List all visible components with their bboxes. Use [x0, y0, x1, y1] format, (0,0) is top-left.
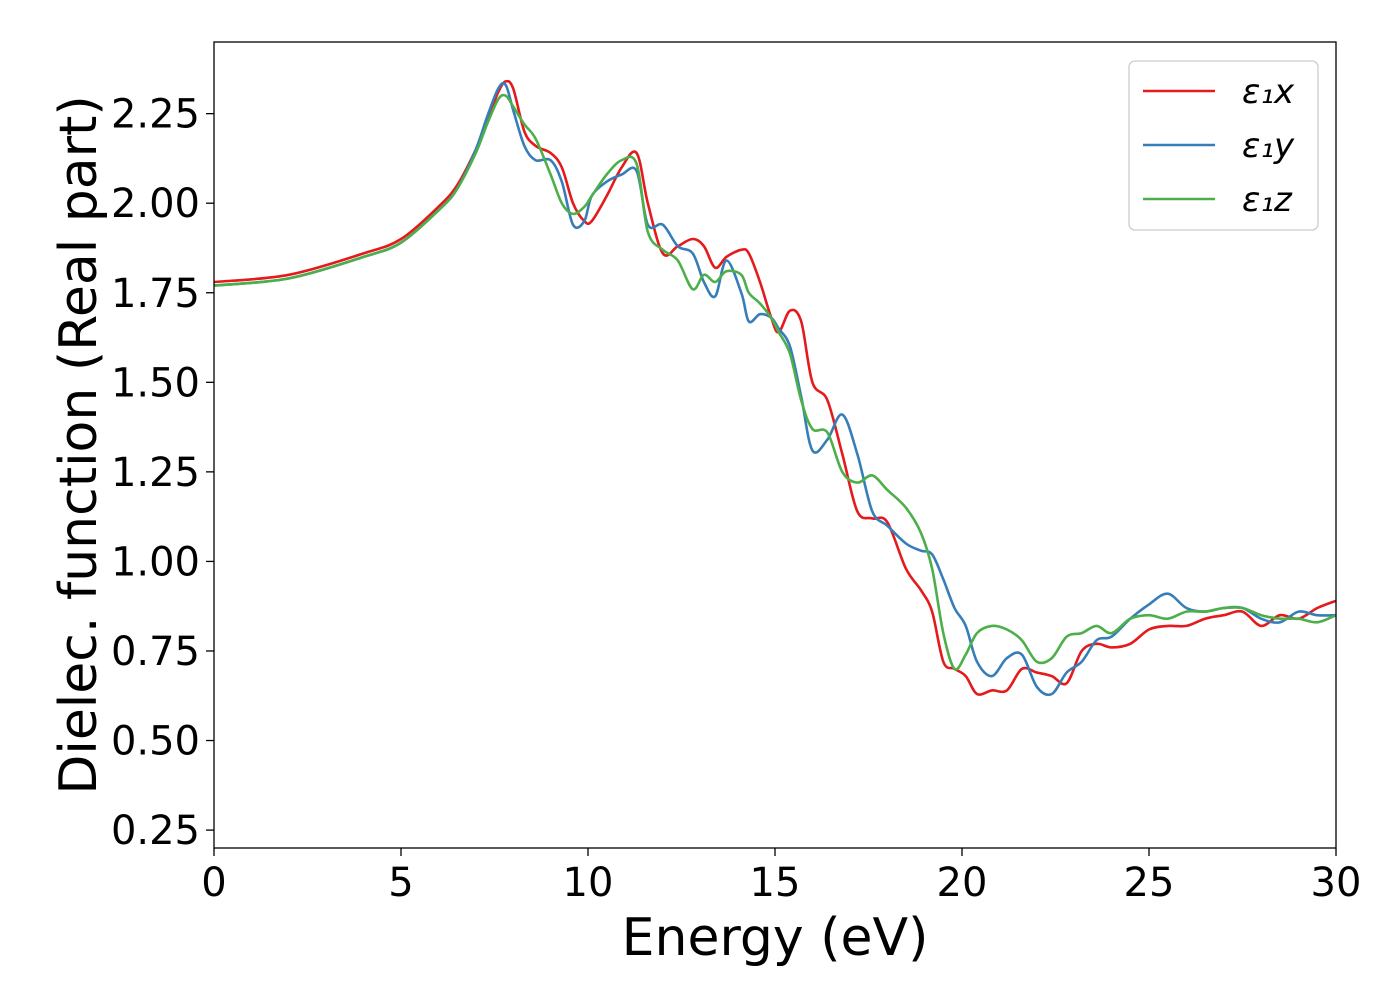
y-axis-ticks: 0.25 0.50 0.75 1.00 1.25 1.50 1.75 2.00 2.25	[111, 92, 214, 854]
legend: ε₁x ε₁y ε₁z	[1128, 60, 1319, 231]
x-tick-label: 30	[1311, 860, 1362, 906]
x-tick-label: 15	[750, 860, 801, 906]
y-tick-label: 0.50	[111, 719, 200, 765]
y-tick-label: 0.75	[111, 629, 200, 675]
y-tick-label: 1.00	[111, 539, 200, 585]
y-tick-label: 1.75	[111, 271, 200, 317]
legend-label-2: ε₁z	[1242, 180, 1293, 220]
x-axis-ticks: 0 5 10 15 20 25 30	[201, 848, 1361, 906]
y-axis-label: Dielec. function (Real part)	[49, 95, 109, 794]
legend-label-0: ε₁x	[1242, 72, 1295, 112]
x-tick-label: 20	[937, 860, 988, 906]
y-tick-label: 2.25	[111, 92, 200, 138]
x-tick-label: 25	[1124, 860, 1175, 906]
x-axis-label: Energy (eV)	[622, 908, 929, 968]
y-tick-label: 1.25	[111, 450, 200, 496]
series-line-2	[213, 93, 1337, 671]
legend-box	[1128, 60, 1319, 231]
legend-label-1: ε₁y	[1242, 126, 1295, 166]
y-tick-label: 1.50	[111, 360, 200, 406]
y-tick-label: 2.00	[111, 181, 200, 227]
series-line-0	[213, 79, 1337, 696]
legend-entries: ε₁x ε₁y ε₁z	[1143, 72, 1295, 220]
x-tick-label: 5	[388, 860, 413, 906]
plot-lines	[213, 79, 1337, 697]
x-tick-label: 0	[201, 860, 226, 906]
x-tick-label: 10	[563, 860, 614, 906]
y-tick-label: 0.25	[111, 808, 200, 854]
